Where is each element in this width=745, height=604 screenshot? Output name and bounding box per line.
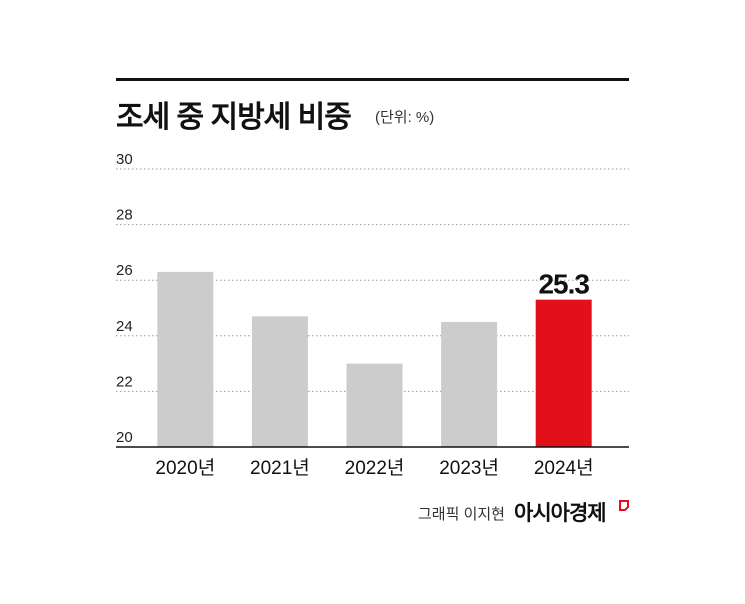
x-tick-label: 2024년: [534, 457, 594, 479]
top-rule: [116, 78, 629, 81]
bar: [157, 271, 214, 447]
brand-logo-text: 아시아경제: [514, 502, 607, 525]
bar: [535, 299, 592, 447]
bar: [346, 363, 403, 447]
y-tick-label: 22: [116, 373, 133, 390]
unit-label: (단위: %): [375, 109, 435, 126]
y-tick-label: 24: [116, 318, 133, 335]
y-tick-label: 28: [116, 207, 133, 224]
y-tick-label: 20: [116, 429, 133, 446]
y-tick-label: 30: [116, 151, 133, 168]
bar: [441, 321, 498, 447]
brand-mark-icon: [619, 500, 629, 511]
chart-title: 조세 중 지방세 비중: [116, 101, 352, 134]
data-label: 25.3: [538, 269, 589, 300]
x-tick-label: 2022년: [345, 457, 405, 479]
y-tick-label: 26: [116, 262, 133, 279]
x-tick-label: 2023년: [439, 457, 499, 479]
x-tick-label: 2020년: [155, 457, 215, 479]
bar: [251, 316, 308, 447]
x-tick-label: 2021년: [250, 457, 310, 479]
graphic-credit: 그래픽 이지현: [418, 506, 505, 523]
